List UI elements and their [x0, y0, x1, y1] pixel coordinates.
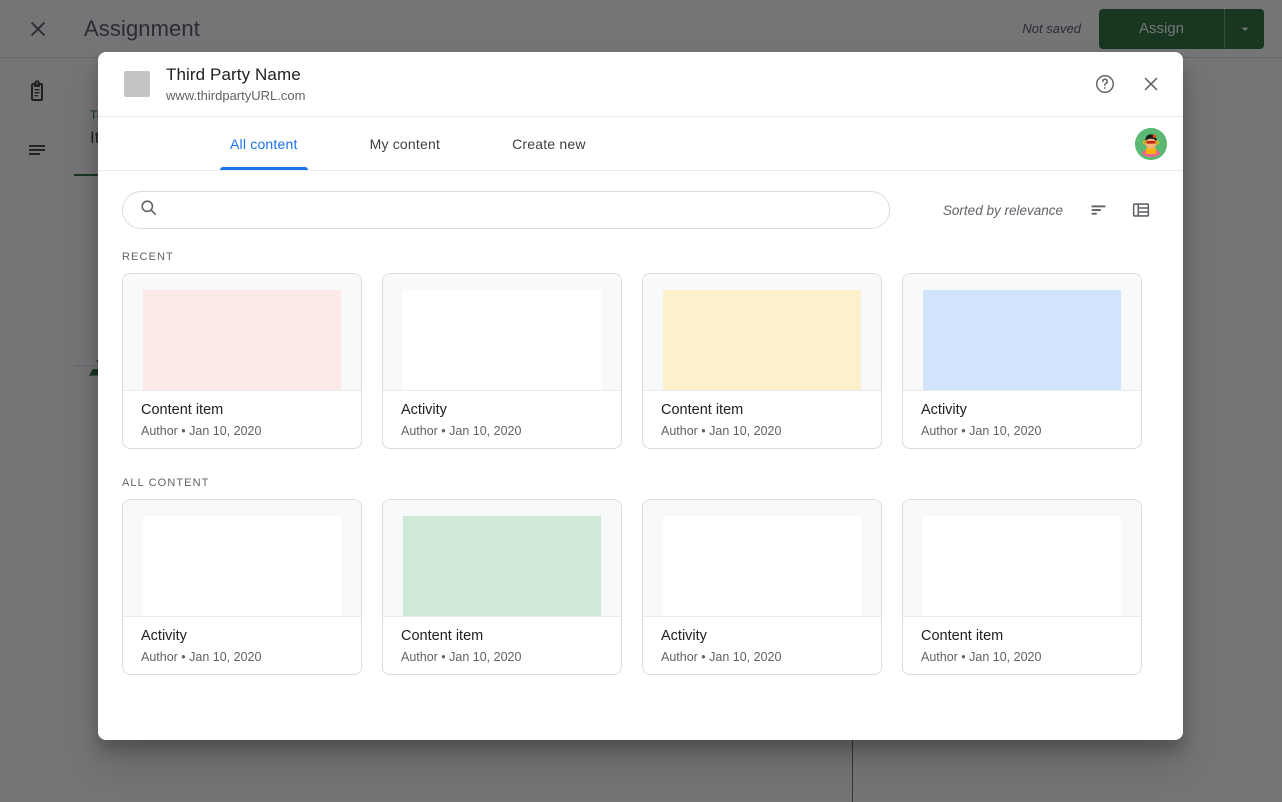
search-icon — [139, 198, 158, 222]
card-subtitle: Author • Jan 10, 2020 — [921, 424, 1042, 438]
list-view-icon[interactable] — [1123, 192, 1159, 228]
card-grid-all-content: Activity Author • Jan 10, 2020 Content i… — [122, 499, 1159, 675]
card-thumbnail — [383, 274, 621, 391]
content-card[interactable]: Activity Author • Jan 10, 2020 — [902, 273, 1142, 449]
app-url: www.thirdpartyURL.com — [166, 87, 306, 103]
dialog-header: Third Party Name www.thirdpartyURL.com — [98, 52, 1183, 117]
card-title: Content item — [661, 402, 744, 418]
sort-icon[interactable] — [1081, 192, 1117, 228]
card-title: Activity — [921, 402, 967, 418]
dialog-tabs: All content My content Create new — [98, 117, 1183, 171]
card-meta: Activity Author • Jan 10, 2020 — [123, 617, 361, 666]
dialog-header-text: Third Party Name www.thirdpartyURL.com — [166, 64, 305, 105]
card-thumbnail — [383, 500, 621, 617]
section-all-content: ALL CONTENT Activity Author • Jan 10, 20… — [122, 477, 1159, 675]
content-card[interactable]: Activity Author • Jan 10, 2020 — [122, 499, 362, 675]
card-subtitle: Author • Jan 10, 2020 — [401, 424, 522, 438]
card-grid-recent: Content item Author • Jan 10, 2020 Activ… — [122, 273, 1159, 449]
dialog-header-actions — [1087, 66, 1169, 102]
card-subtitle: Author • Jan 10, 2020 — [401, 650, 522, 664]
app-logo-placeholder-icon — [124, 71, 150, 97]
section-gap — [122, 449, 1159, 469]
card-thumbnail — [123, 500, 361, 617]
card-thumbnail — [123, 274, 361, 391]
card-thumbnail — [643, 274, 881, 391]
help-icon[interactable] — [1087, 66, 1123, 102]
tab-create-new[interactable]: Create new — [512, 135, 586, 152]
card-subtitle: Author • Jan 10, 2020 — [141, 650, 262, 664]
search-input[interactable] — [170, 202, 873, 218]
sort-controls: Sorted by relevance — [943, 192, 1159, 228]
section-label-all-content: ALL CONTENT — [122, 477, 210, 489]
card-meta: Content item Author • Jan 10, 2020 — [123, 391, 361, 440]
card-subtitle: Author • Jan 10, 2020 — [141, 424, 262, 438]
content-card[interactable]: Content item Author • Jan 10, 2020 — [382, 499, 622, 675]
card-subtitle: Author • Jan 10, 2020 — [661, 650, 782, 664]
card-meta: Content item Author • Jan 10, 2020 — [383, 617, 621, 666]
card-subtitle: Author • Jan 10, 2020 — [661, 424, 782, 438]
content-card[interactable]: Content item Author • Jan 10, 2020 — [122, 273, 362, 449]
search-box[interactable] — [122, 191, 890, 229]
tab-my-content[interactable]: My content — [369, 135, 441, 152]
card-meta: Content item Author • Jan 10, 2020 — [643, 391, 881, 440]
sort-label: Sorted by relevance — [942, 202, 1063, 218]
user-avatar[interactable] — [1135, 127, 1167, 160]
card-subtitle: Author • Jan 10, 2020 — [921, 650, 1042, 664]
content-card[interactable]: Content item Author • Jan 10, 2020 — [642, 273, 882, 449]
card-title: Content item — [921, 628, 1004, 644]
card-meta: Activity Author • Jan 10, 2020 — [383, 391, 621, 440]
search-row: Sorted by relevance — [122, 171, 1159, 243]
section-recent: RECENT Content item Author • Jan 10, 202… — [122, 251, 1159, 449]
card-thumbnail — [643, 500, 881, 617]
card-title: Activity — [141, 628, 187, 644]
content-card[interactable]: Activity Author • Jan 10, 2020 — [382, 273, 622, 449]
card-meta: Activity Author • Jan 10, 2020 — [643, 617, 881, 666]
card-meta: Content item Author • Jan 10, 2020 — [903, 617, 1141, 666]
content-card[interactable]: Content item Author • Jan 10, 2020 — [902, 499, 1142, 675]
tab-all-content[interactable]: All content — [220, 117, 308, 170]
card-meta: Activity Author • Jan 10, 2020 — [903, 391, 1141, 440]
close-icon[interactable] — [1133, 66, 1169, 102]
third-party-picker-dialog: Third Party Name www.thirdpartyURL.com A… — [98, 52, 1183, 740]
dialog-body: Sorted by relevance RECENT — [98, 171, 1183, 675]
card-thumbnail — [903, 274, 1141, 391]
content-card[interactable]: Activity Author • Jan 10, 2020 — [642, 499, 882, 675]
section-label-recent: RECENT — [122, 251, 174, 263]
card-title: Content item — [401, 628, 484, 644]
card-title: Content item — [141, 402, 224, 418]
card-title: Activity — [401, 402, 447, 418]
card-thumbnail — [903, 500, 1141, 617]
card-title: Activity — [661, 628, 707, 644]
app-name: Third Party Name — [166, 64, 301, 84]
